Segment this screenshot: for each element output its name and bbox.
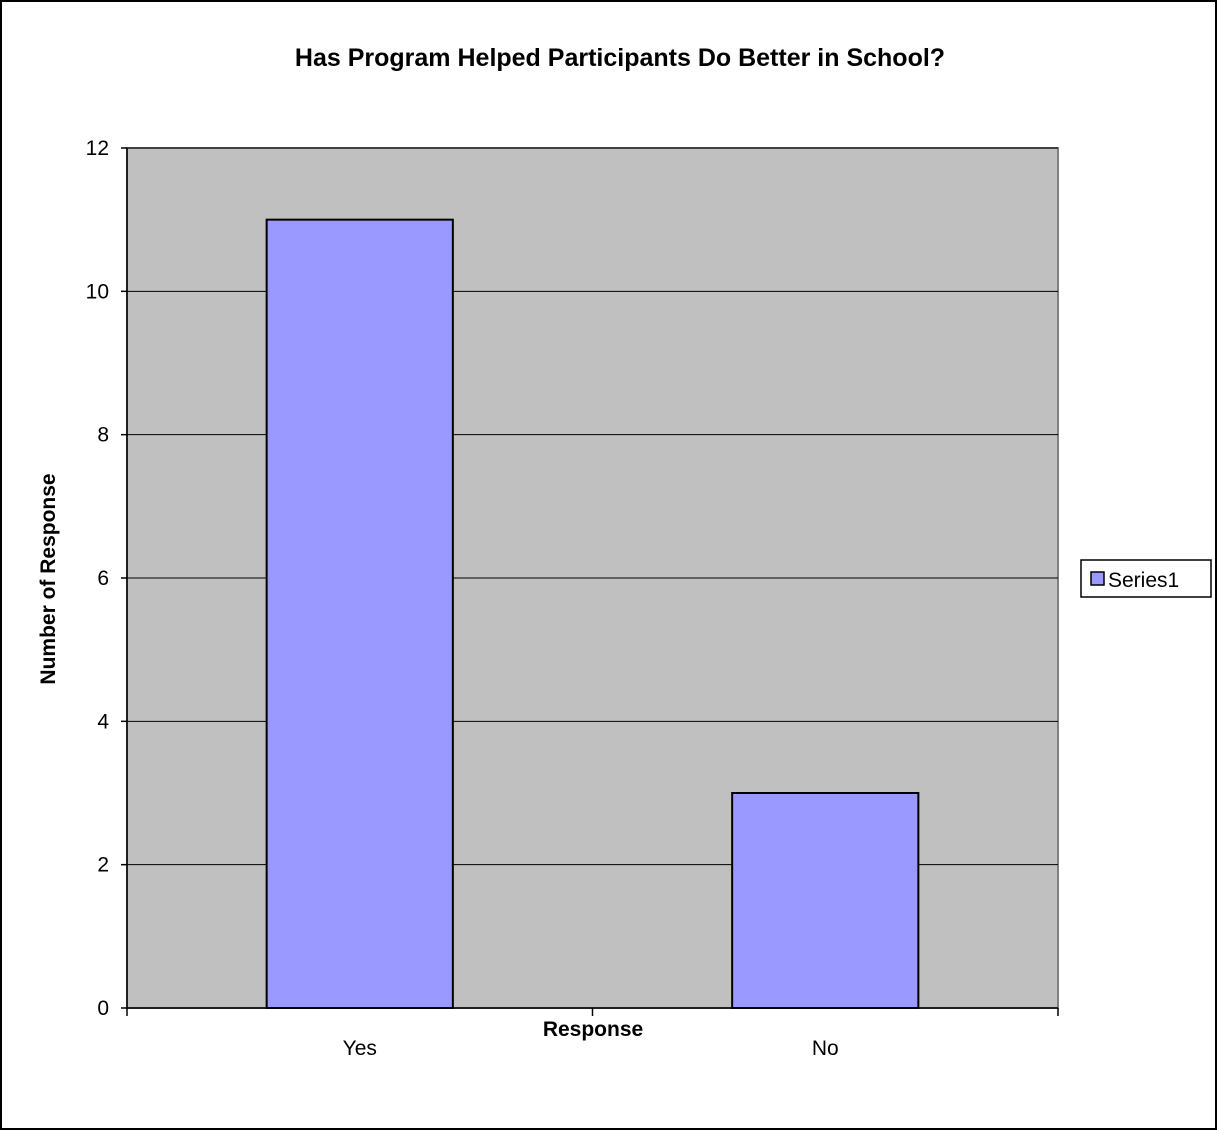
y-tick-label-12: 12 — [86, 137, 109, 160]
legend-label-series1: Series1 — [1108, 569, 1179, 592]
legend-swatch — [1090, 571, 1105, 586]
x-tick-label-yes: Yes — [343, 1037, 377, 1060]
y-tick-label-6: 6 — [97, 567, 109, 590]
y-tick-label-4: 4 — [97, 710, 109, 733]
bar-no — [731, 792, 920, 1009]
bar-yes — [265, 218, 454, 1009]
y-tick-label-2: 2 — [97, 854, 109, 877]
y-tick-label-8: 8 — [97, 424, 109, 447]
y-axis-label: Number of Response — [37, 473, 60, 684]
plot-area: 0 2 4 6 8 10 12 Yes No — [86, 137, 1059, 1060]
y-tick-label-10: 10 — [86, 280, 109, 303]
x-axis-label: Response — [543, 1018, 643, 1041]
legend: Series1 — [1080, 559, 1212, 598]
chart-title: Has Program Helped Participants Do Bette… — [295, 44, 945, 72]
x-tick-label-no: No — [812, 1037, 839, 1060]
y-tick-label-0: 0 — [97, 997, 109, 1020]
